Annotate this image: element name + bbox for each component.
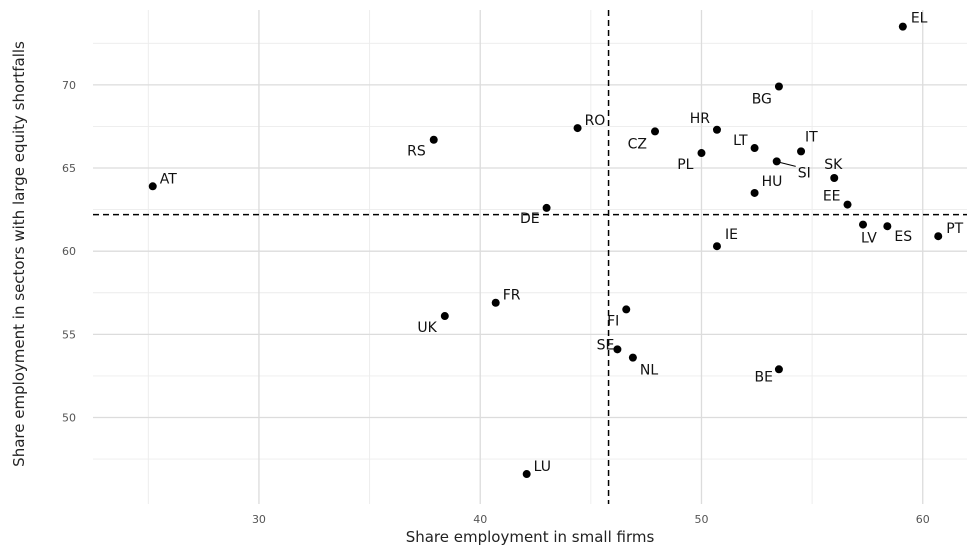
tick-labels: 30 40 50 60 50 55 60 65 70 [62,79,930,526]
data-point-si [772,157,781,166]
x-tick-label: 40 [473,513,487,526]
point-label-hu: HU [762,174,783,190]
data-point-fr [491,298,500,307]
data-point-nl [628,353,637,362]
x-tick-label: 30 [252,513,266,526]
data-point-rs [429,135,438,144]
point-label-pl: PL [677,157,693,173]
data-point-hu [750,188,759,197]
point-label-nl: NL [640,363,658,379]
point-label-pt: PT [946,221,963,237]
y-tick-label: 55 [62,328,76,341]
point-label-lu: LU [534,459,551,475]
x-tick-label: 60 [916,513,930,526]
point-label-at: AT [160,171,177,187]
data-point-ie [712,242,721,251]
data-point-pt [934,232,943,241]
point-label-el: EL [911,11,928,27]
point-label-bg: BG [752,92,772,108]
point-label-lv: LV [861,231,877,247]
grid [93,10,967,504]
data-point-fi [622,305,631,314]
data-point-cz [651,127,660,136]
point-label-ro: RO [585,113,606,129]
y-tick-label: 50 [62,412,76,425]
data-point-ro [573,124,582,133]
reference-lines [93,10,967,504]
y-axis-title: Share employment in sectors with large e… [10,41,28,467]
point-label-fr: FR [503,288,521,304]
data-point-sk [830,173,839,182]
y-tick-label: 70 [62,79,76,92]
point-label-hr: HR [690,111,711,127]
point-label-de: DE [520,211,540,227]
data-point-ee [843,200,852,209]
y-tick-label: 65 [62,162,76,175]
point-label-rs: RS [407,144,426,160]
point-label-cz: CZ [628,136,647,152]
data-point-es [883,222,892,231]
data-point-se [613,345,622,354]
point-label-ee: EE [823,189,841,205]
data-point-at [148,182,157,191]
point-label-sk: SK [824,157,843,173]
data-point-de [542,203,551,212]
point-label-es: ES [894,229,912,245]
point-label-si: SI [798,165,811,181]
data-point-be [774,365,783,374]
data-points [148,22,943,479]
x-axis-title: Share employment in small firms [406,528,655,546]
point-label-ie: IE [725,227,738,243]
data-point-hr [712,125,721,134]
point-label-fi: FI [607,313,619,329]
data-point-el [898,22,907,31]
point-label-se: SE [597,337,615,353]
data-point-pl [697,149,706,158]
data-point-bg [774,82,783,91]
y-tick-label: 60 [62,245,76,258]
x-tick-label: 50 [694,513,708,526]
data-point-it [797,147,806,156]
point-labels: EL BG RO CZ HR RS LT IT PL SI AT SK HU EE DE LV ES PT IE FR… [160,11,964,475]
point-label-be: BE [754,369,772,385]
data-point-lu [522,470,531,479]
point-label-uk: UK [417,320,437,336]
data-point-uk [440,312,449,321]
data-point-lt [750,144,759,153]
point-label-it: IT [805,129,818,145]
data-point-lv [859,220,868,229]
leader-line-si [779,161,796,167]
point-label-lt: LT [733,133,748,149]
